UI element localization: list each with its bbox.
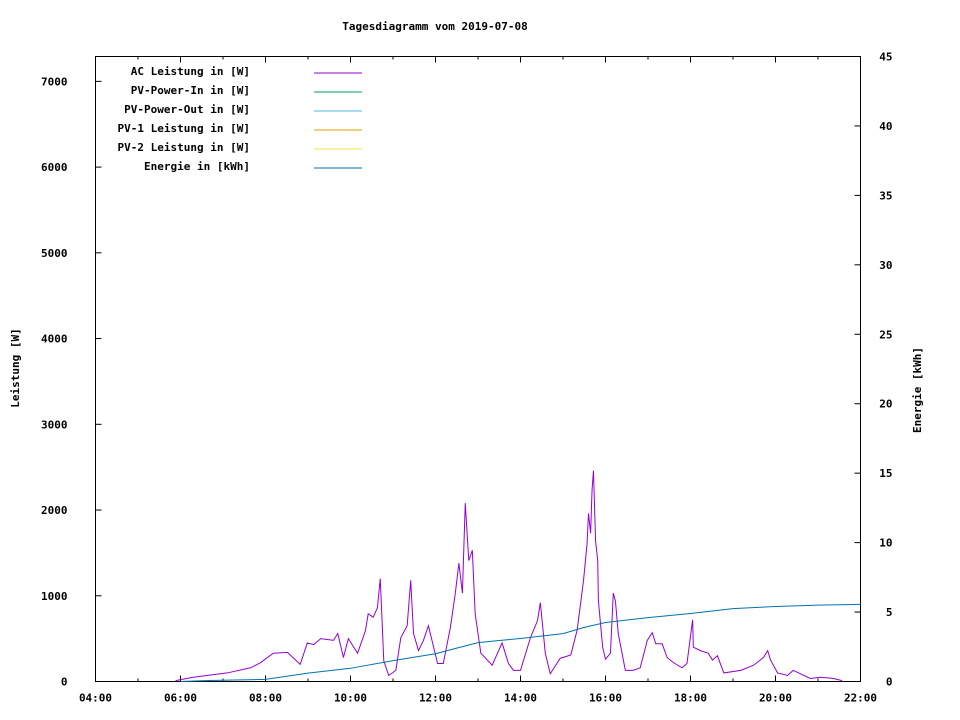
y-tick-label: 3000: [41, 418, 68, 431]
y2-tick-label: 25: [879, 328, 892, 341]
y-tick-label: 7000: [41, 75, 68, 88]
legend-label: PV-Power-Out in [W]: [124, 103, 250, 116]
y2-tick-label: 15: [879, 467, 892, 480]
y2-tick-label: 40: [879, 120, 892, 133]
legend: AC Leistung in [W] PV-Power-In in [W] PV-P…: [118, 65, 362, 173]
y-tick-label: 5000: [41, 247, 68, 260]
y2-axis-label: Energie [kWh]: [911, 347, 924, 433]
y2-tick-label: 5: [886, 606, 893, 619]
x-tick-label: 10:00: [334, 692, 367, 705]
y-tick-label: 6000: [41, 161, 68, 174]
series-line-0: [175, 470, 843, 682]
y2-tick-label: 35: [879, 189, 892, 202]
x-tick-label: 20:00: [759, 692, 792, 705]
legend-label: PV-Power-In in [W]: [131, 84, 250, 97]
y2-tick-label: 30: [879, 259, 892, 272]
y2-tick-label: 0: [886, 676, 893, 689]
x-tick-label: 16:00: [589, 692, 622, 705]
x-tick-label: 06:00: [164, 692, 197, 705]
legend-label: PV-1 Leistung in [W]: [118, 122, 250, 135]
axis-ticks: 04:00 06:00 08:00 10:00 12:00 14:00 16:00 18:00…: [41, 51, 893, 705]
x-tick-label: 22:00: [844, 692, 877, 705]
series-line-5: [180, 603, 861, 682]
legend-label: PV-2 Leistung in [W]: [118, 141, 250, 154]
y-tick-label: 4000: [41, 333, 68, 346]
x-tick-label: 18:00: [674, 692, 707, 705]
y-axis-label: Leistung [W]: [9, 328, 22, 407]
chart-title: Tagesdiagramm vom 2019-07-08: [342, 20, 527, 33]
legend-label: AC Leistung in [W]: [131, 65, 250, 78]
x-tick-label: 14:00: [504, 692, 537, 705]
y-tick-label: 0: [61, 676, 68, 689]
x-tick-label: 12:00: [419, 692, 452, 705]
y2-tick-label: 20: [879, 398, 892, 411]
y-tick-label: 1000: [41, 590, 68, 603]
y-tick-label: 2000: [41, 504, 68, 517]
legend-label: Energie in [kWh]: [144, 160, 250, 173]
x-tick-label: 04:00: [79, 692, 112, 705]
y2-tick-label: 10: [879, 537, 892, 550]
x-tick-label: 08:00: [249, 692, 282, 705]
series-lines: [175, 470, 861, 682]
y2-tick-label: 45: [879, 51, 892, 64]
